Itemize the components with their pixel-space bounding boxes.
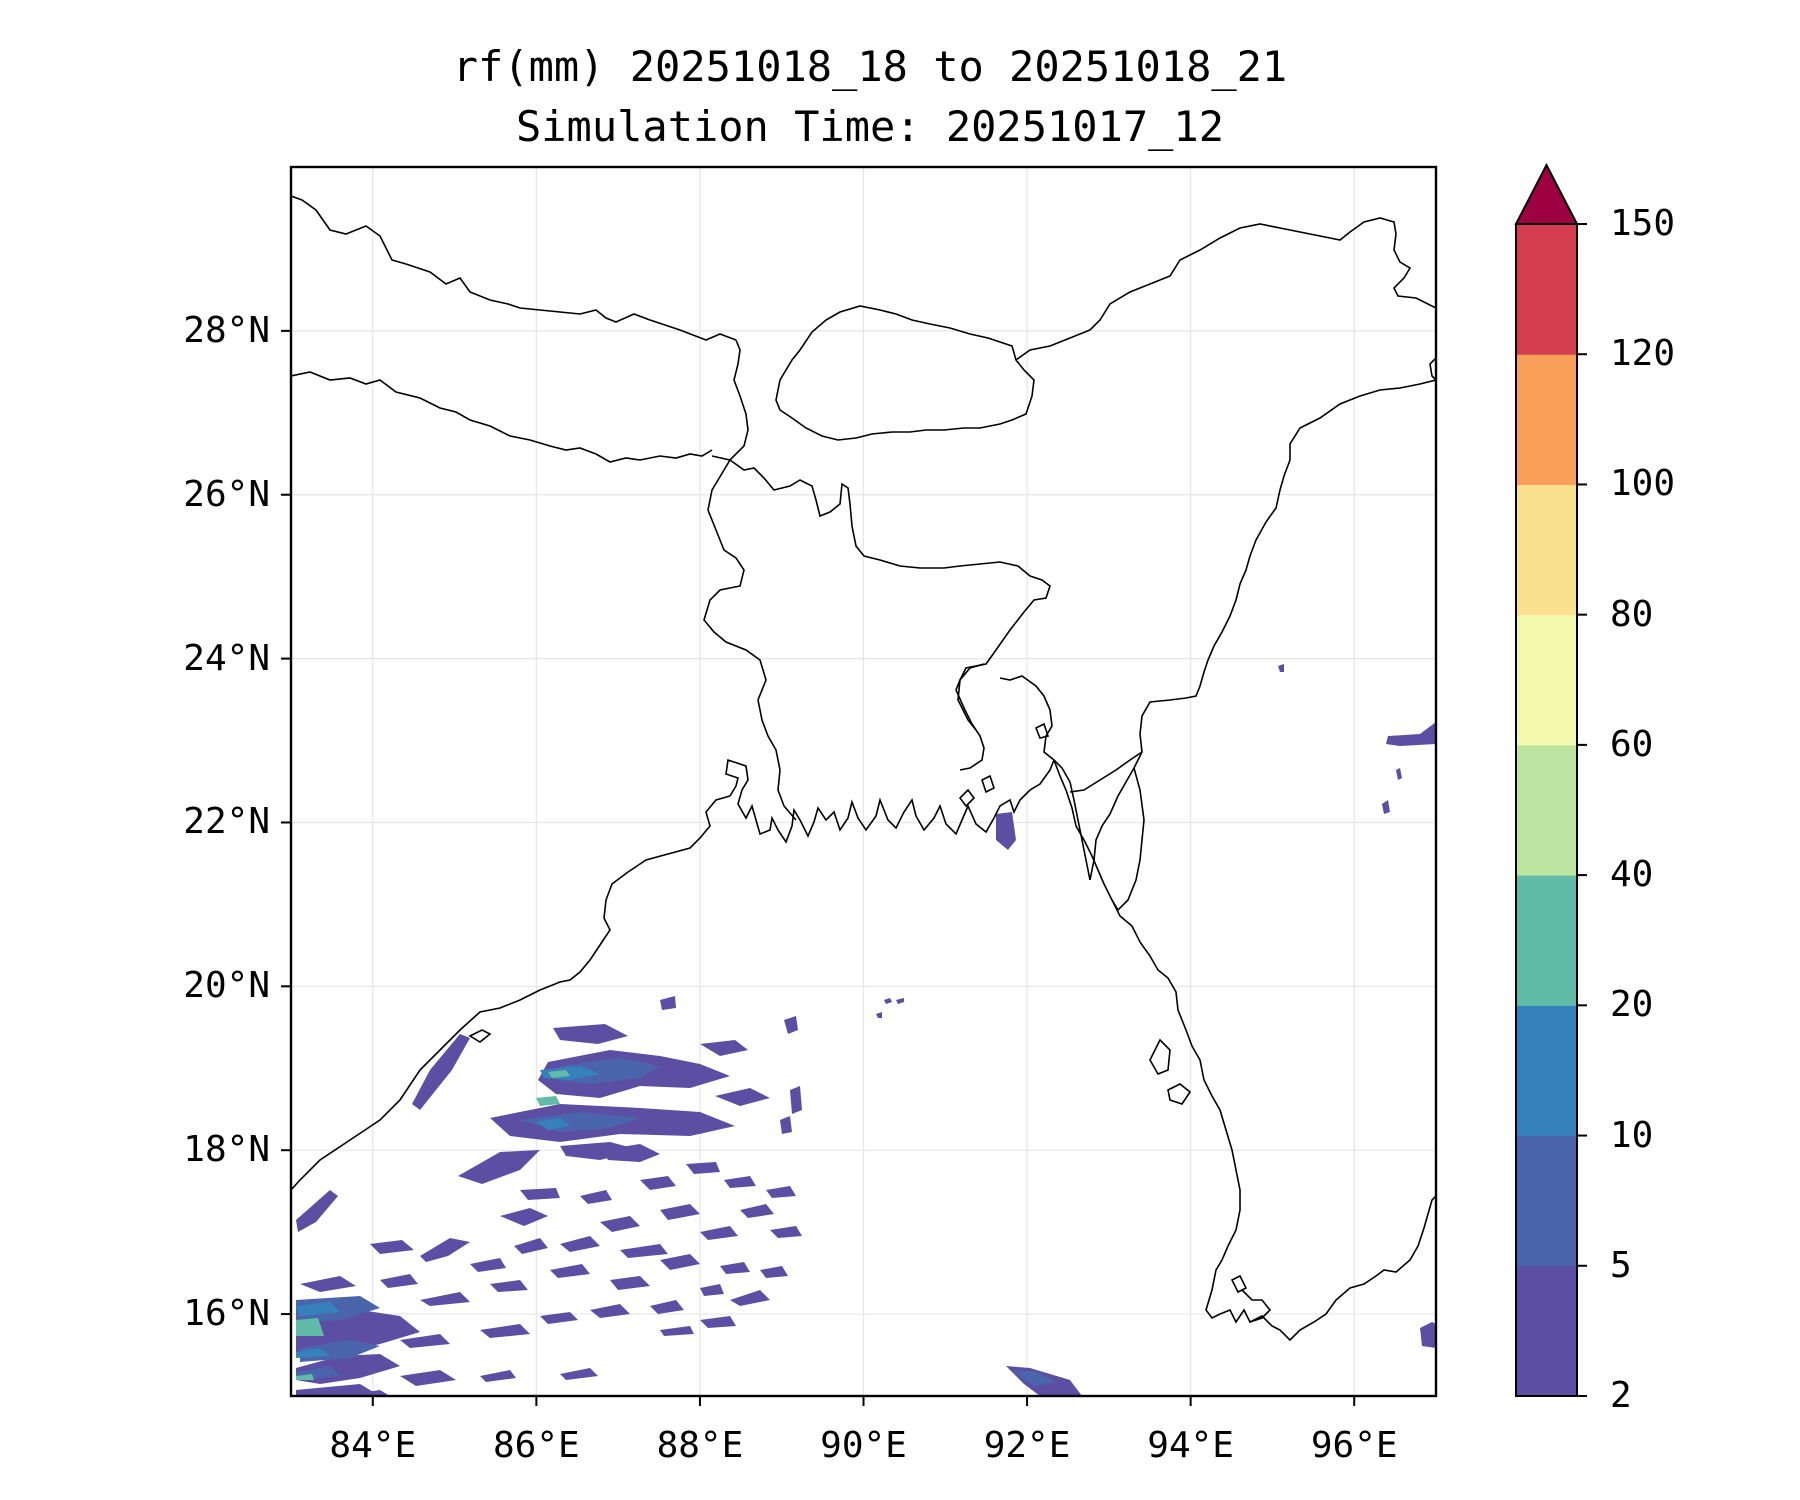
lat-tick-label: 24°N [183, 637, 270, 679]
lon-tick-label: 88°E [656, 1425, 744, 1466]
colorbar-tick-label: 40 [1610, 854, 1654, 896]
colorbar-band [1516, 224, 1577, 355]
lon-ticks [371, 1396, 1356, 1406]
lon-tick-label: 96°E [1310, 1425, 1398, 1466]
gridlines [291, 167, 1436, 1396]
colorbar-band [1516, 484, 1577, 616]
lat-tick-label: 26°N [183, 473, 270, 515]
lon-tick-label: 92°E [983, 1425, 1071, 1466]
rainfall-layer [296, 664, 1436, 1396]
colorbar-band [1516, 614, 1577, 746]
chart-title: rf(mm) 20251018_18 to 20251018_21 [452, 42, 1288, 91]
colorbar-band [1516, 1135, 1577, 1267]
colorbar-tick-label: 120 [1610, 333, 1676, 375]
colorbar-ticks [1577, 223, 1587, 1397]
colorbar-extend-arrow [1514, 162, 1579, 225]
coastlines-borders [291, 195, 1436, 1342]
colorbar-tick-label: 20 [1610, 984, 1654, 1026]
colorbar-band [1516, 354, 1577, 485]
chart-subtitle: Simulation Time: 20251017_12 [515, 102, 1224, 151]
lat-tick-label: 18°N [183, 1129, 270, 1171]
lat-tick-label: 28°N [183, 309, 270, 351]
colorbar-band [1516, 744, 1577, 876]
lat-tick-label: 16°N [183, 1293, 270, 1335]
colorbar-tick-label: 60 [1610, 723, 1654, 765]
colorbar [1514, 162, 1587, 1397]
lon-tick-label: 90°E [820, 1425, 907, 1466]
colorbar-tick-label: 80 [1610, 593, 1654, 635]
colorbar-band [1516, 1265, 1577, 1397]
colorbar-band [1516, 875, 1577, 1006]
colorbar-band [1516, 1005, 1577, 1137]
lat-tick-label: 20°N [183, 965, 270, 1007]
colorbar-tick-label: 10 [1610, 1114, 1654, 1156]
lat-ticks [281, 329, 291, 1316]
lon-tick-label: 94°E [1147, 1425, 1234, 1466]
lon-tick-label: 84°E [329, 1425, 417, 1466]
lon-tick-label: 86°E [492, 1425, 580, 1466]
lat-tick-label: 22°N [183, 801, 270, 843]
colorbar-tick-label: 5 [1610, 1244, 1632, 1286]
colorbar-tick-label: 150 [1610, 203, 1676, 244]
colorbar-tick-label: 2 [1610, 1375, 1632, 1416]
colorbar-tick-label: 100 [1610, 463, 1676, 505]
colorbar-bands [1515, 223, 1578, 1397]
